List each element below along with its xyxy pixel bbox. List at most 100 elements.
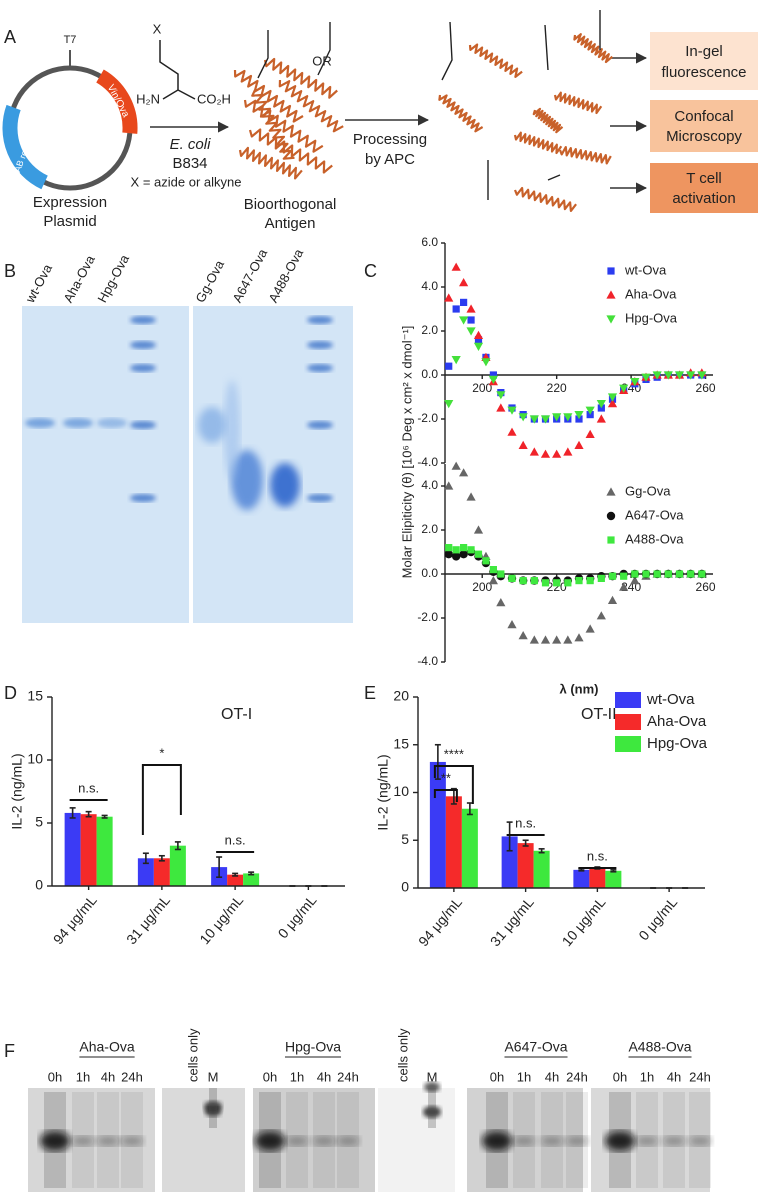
panel-label: C [364,261,377,281]
lane-label: 4h [667,1069,681,1084]
gel-band [231,450,263,510]
error-bar [450,787,457,805]
lane-label: M [208,1069,219,1084]
data-point [445,544,453,552]
error-bar [174,841,181,851]
data-point [552,413,562,422]
gel-band [635,1136,659,1146]
lane-label: 4h [317,1069,331,1084]
y-tick-label: 20 [393,688,409,704]
lane-label: 4h [101,1069,115,1084]
data-point [607,399,618,408]
y-tick-label: -4.0 [417,455,438,469]
data-point [459,550,468,559]
legend-label: A647-Ova [625,507,684,522]
data-point [474,336,483,344]
gel-band [662,1136,686,1146]
bar [227,874,244,886]
data-point [630,576,640,585]
lane-smear [121,1092,143,1188]
data-point [451,461,461,470]
gel-band [424,1082,440,1092]
data-point [488,576,498,585]
lane-smear [486,1092,508,1188]
data-point [444,293,454,302]
data-point [489,566,497,574]
data-point [641,373,651,382]
significance-bracket [433,789,458,802]
error-bar [142,852,149,865]
bar [501,836,518,888]
y-tick-label: -2.0 [417,411,438,425]
readout-box [650,100,758,152]
data-point [518,631,528,640]
x-tick-label: 200 [472,381,492,395]
gel-divider [189,306,193,623]
protein-icon [248,128,333,174]
data-point [574,411,584,420]
lane-smear [313,1092,335,1188]
data-point [518,413,528,422]
lane-smear [541,1092,563,1188]
lane-smear [689,1092,711,1188]
error-bar [248,871,255,876]
legend-swatch [615,736,641,752]
data-point [473,342,484,351]
data-point [496,598,506,607]
bar [445,796,462,888]
lane-label: cells only [395,1028,410,1082]
readout: activation [672,190,735,207]
y-tick-label: 10 [393,783,409,799]
lane-label: 0h [490,1069,504,1084]
data-point [574,633,584,642]
gel-band [63,418,93,428]
gel-band [540,1136,564,1146]
bar [153,858,170,886]
lane-label: Hpg-Ova [94,251,132,305]
data-point [460,544,468,552]
lane-smear [636,1092,658,1188]
data-point [508,574,516,582]
data-point [451,552,461,561]
data-point [553,579,561,587]
linker-icon [257,10,601,200]
x-tick-label: 94 μg/mL [50,892,100,947]
panel-label: A [4,27,16,47]
error-bar [538,848,545,854]
promoter-label: T7 [64,34,77,46]
legend-marker [606,315,616,324]
y-tick-label: -2.0 [417,610,438,624]
lane-label: Gg-Ova [192,257,227,305]
data-point [488,375,498,384]
data-point [563,447,573,456]
bar [137,858,154,886]
error-bar [506,821,513,852]
data-point [675,570,684,578]
x-tick-label: 31 μg/mL [487,894,537,949]
x-tick-label: 260 [696,381,716,395]
bar [573,869,590,888]
data-point [459,316,469,325]
lane-smear [663,1092,685,1188]
gel-title: Aha-Ova [79,1039,134,1055]
error-bar [85,810,92,818]
data-point [452,305,460,313]
plasmid-caption: Plasmid [43,213,96,230]
gel-band [130,494,156,502]
legend-label: A488-Ova [625,531,684,546]
lane-label: 0h [263,1069,277,1084]
lane-smear [72,1092,94,1188]
legend-marker [607,536,615,544]
gel-band [204,1101,222,1113]
lane-smear [337,1092,359,1188]
legend-label: wt-Ova [646,691,695,708]
readout-box [650,163,758,213]
protein-icon [251,89,295,160]
data-point [674,371,685,380]
lane-label: 1h [517,1069,531,1084]
x-tick-label: 220 [547,381,567,395]
bar [517,843,534,888]
bar [589,867,606,888]
lane-label: 4h [545,1069,559,1084]
bar [80,814,97,886]
